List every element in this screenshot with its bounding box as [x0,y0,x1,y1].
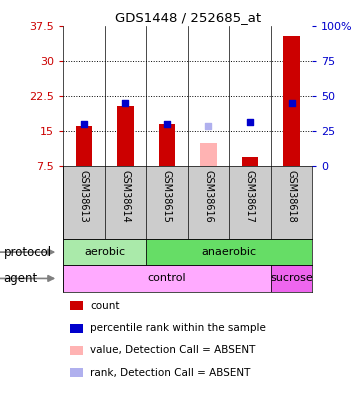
Text: protocol: protocol [4,245,52,259]
Point [247,119,253,125]
Bar [158,124,175,166]
Text: GSM38616: GSM38616 [204,170,213,222]
Point [288,100,294,107]
Point [81,121,87,127]
Title: GDS1448 / 252685_at: GDS1448 / 252685_at [115,11,261,24]
Bar [76,126,92,166]
Bar [283,36,300,166]
Text: aerobic: aerobic [84,247,125,257]
Text: GSM38618: GSM38618 [287,170,296,222]
Text: sucrose: sucrose [270,273,313,283]
Text: GSM38615: GSM38615 [162,170,172,223]
Text: control: control [148,273,186,283]
Text: count: count [90,301,120,311]
Bar [242,157,258,166]
Text: percentile rank within the sample: percentile rank within the sample [90,323,266,333]
Bar [63,239,146,265]
Bar [146,239,312,265]
Point [164,121,170,127]
Text: GSM38613: GSM38613 [79,170,89,222]
Point [122,100,129,107]
Bar [63,265,271,292]
Text: agent: agent [4,272,38,285]
Point [205,123,211,130]
Text: rank, Detection Call = ABSENT: rank, Detection Call = ABSENT [90,368,251,377]
Bar [200,143,217,166]
Text: value, Detection Call = ABSENT: value, Detection Call = ABSENT [90,345,256,355]
Text: anaerobic: anaerobic [202,247,257,257]
Bar [271,265,312,292]
Text: GSM38614: GSM38614 [121,170,130,222]
Bar [117,105,134,166]
Text: GSM38617: GSM38617 [245,170,255,223]
